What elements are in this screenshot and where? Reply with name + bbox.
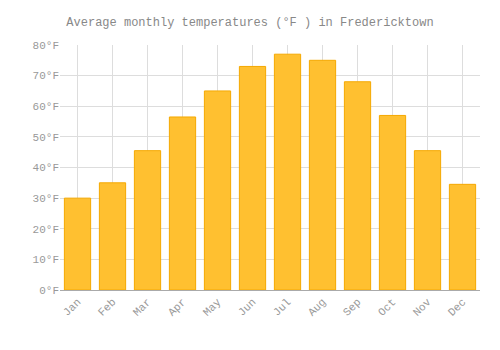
svg-text:70°F: 70°F	[33, 70, 59, 82]
svg-text:Jan: Jan	[61, 296, 83, 318]
svg-text:40°F: 40°F	[33, 162, 59, 174]
svg-text:Aug: Aug	[306, 296, 328, 318]
svg-text:60°F: 60°F	[33, 101, 59, 113]
svg-text:Apr: Apr	[166, 296, 188, 318]
svg-text:20°F: 20°F	[33, 224, 59, 236]
svg-text:Oct: Oct	[376, 296, 398, 318]
svg-text:Sep: Sep	[341, 296, 363, 318]
svg-text:May: May	[201, 296, 224, 319]
svg-text:80°F: 80°F	[33, 40, 59, 52]
svg-text:Feb: Feb	[96, 296, 118, 318]
svg-text:Jun: Jun	[236, 296, 258, 318]
svg-text:Jul: Jul	[271, 296, 293, 318]
svg-text:Average monthly temperatures (: Average monthly temperatures (°F ) in Fr…	[66, 16, 433, 30]
svg-text:Nov: Nov	[411, 296, 434, 319]
svg-text:30°F: 30°F	[33, 193, 59, 205]
svg-text:50°F: 50°F	[33, 132, 59, 144]
svg-text:10°F: 10°F	[33, 254, 59, 266]
svg-text:Mar: Mar	[131, 296, 153, 318]
svg-text:Dec: Dec	[446, 296, 468, 318]
svg-text:0°F: 0°F	[39, 285, 59, 297]
